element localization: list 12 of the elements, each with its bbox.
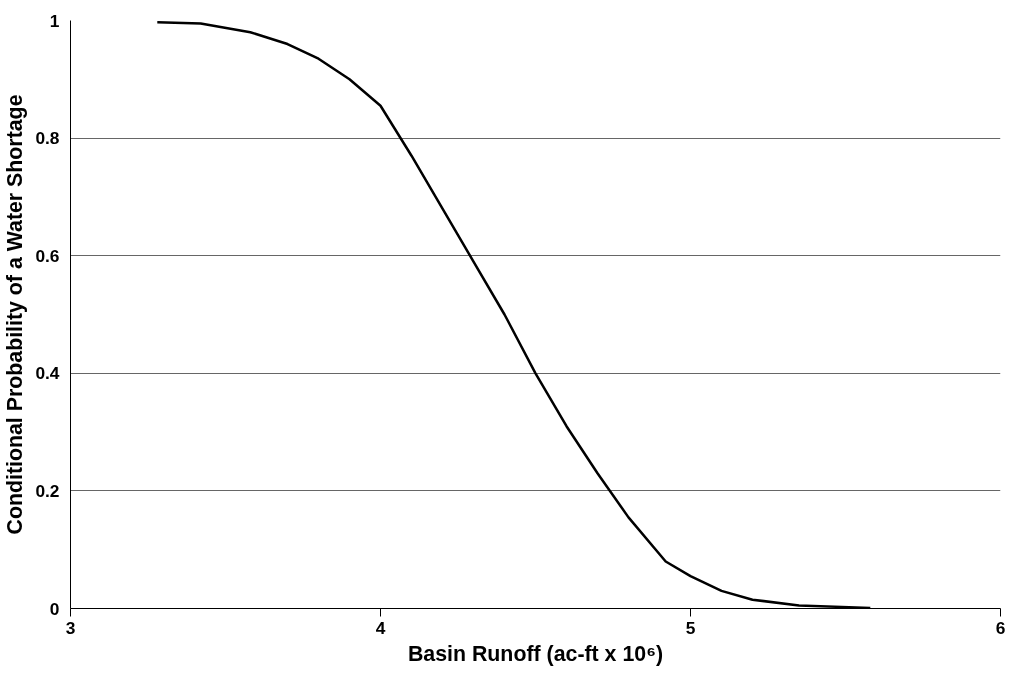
x-tick-label: 6 bbox=[995, 617, 1006, 638]
y-tick-label: 0.6 bbox=[35, 245, 60, 266]
x-axis-title: Basin Runoff (ac-ft x 10⁶) bbox=[407, 641, 664, 666]
x-tick-label: 5 bbox=[685, 617, 696, 638]
y-tick-label: 1 bbox=[49, 10, 60, 31]
y-tick-label: 0.4 bbox=[35, 363, 60, 384]
y-tick-label: 0.2 bbox=[35, 480, 60, 501]
y-tick-label: 0 bbox=[49, 598, 60, 619]
x-tick-label: 4 bbox=[375, 617, 386, 638]
y-tick-label: 0.8 bbox=[35, 128, 60, 149]
y-axis-title: Conditional Probability of a Water Shortage bbox=[3, 94, 28, 535]
x-tick-label: 3 bbox=[65, 617, 76, 638]
